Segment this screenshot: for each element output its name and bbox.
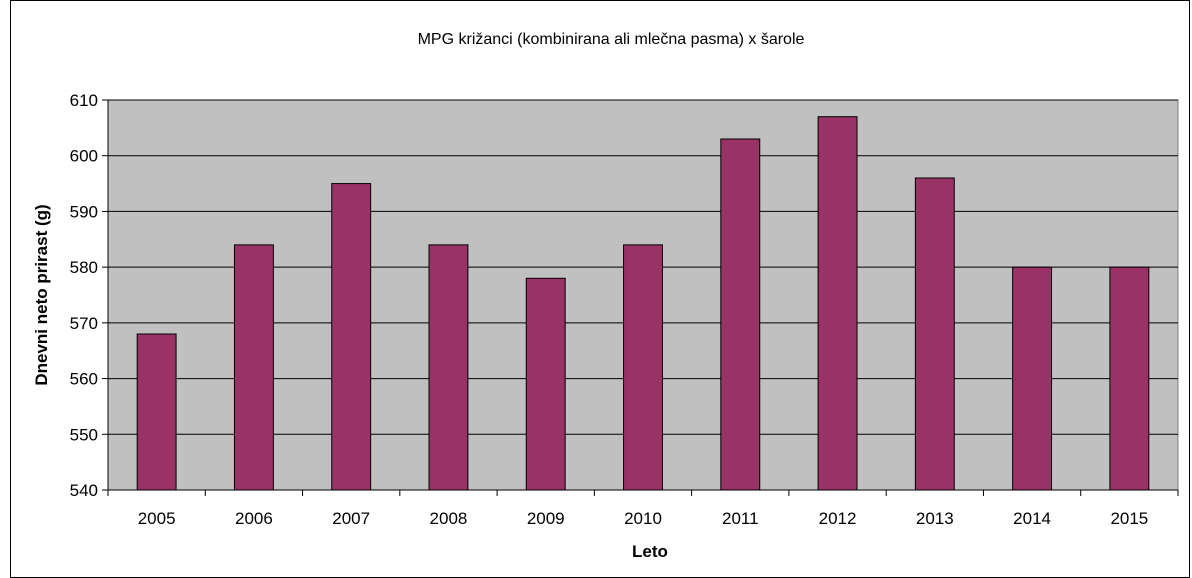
x-tick-label: 2015 xyxy=(1110,509,1148,528)
y-tick-label: 570 xyxy=(70,314,98,333)
x-tick-label: 2008 xyxy=(430,509,468,528)
y-tick-label: 590 xyxy=(70,202,98,221)
x-tick-label: 2006 xyxy=(235,509,273,528)
bar-2009 xyxy=(525,277,566,491)
y-tick-label: 560 xyxy=(70,370,98,389)
y-axis-ticks: 540 550 560 570 580 590 600 610 xyxy=(70,91,108,500)
bar-2005 xyxy=(136,333,177,491)
x-axis-ticks: 2005 2006 2007 2008 2009 2010 2011 2012 2013 2014… xyxy=(107,490,1179,528)
x-tick-label: 2010 xyxy=(624,509,662,528)
bar-2011 xyxy=(720,138,761,491)
bar-2015 xyxy=(1109,266,1150,491)
x-axis-title: Leto xyxy=(632,542,668,561)
chart-title: MPG križanci (kombinirana ali mlečna pas… xyxy=(418,31,805,48)
y-axis-title: Dnevni neto prirast (g) xyxy=(32,204,51,385)
x-tick-label: 2014 xyxy=(1013,509,1051,528)
y-tick-label: 550 xyxy=(70,425,98,444)
x-tick-label: 2012 xyxy=(819,509,857,528)
bar-2006 xyxy=(233,244,274,491)
y-tick-label: 580 xyxy=(70,258,98,277)
y-tick-label: 600 xyxy=(70,147,98,166)
bar-2008 xyxy=(428,244,469,491)
x-tick-label: 2011 xyxy=(722,509,759,528)
bar-2007 xyxy=(331,183,372,491)
bar-2010 xyxy=(623,244,663,491)
y-tick-label: 610 xyxy=(70,91,98,110)
x-tick-label: 2009 xyxy=(527,509,565,528)
bars xyxy=(136,116,1150,491)
x-tick-label: 2005 xyxy=(138,509,176,528)
bar-2012 xyxy=(817,116,858,491)
x-tick-label: 2007 xyxy=(332,509,370,528)
y-tick-label: 540 xyxy=(70,481,98,500)
bar-2013 xyxy=(914,177,955,491)
x-tick-label: 2013 xyxy=(916,509,954,528)
bar-2014 xyxy=(1012,266,1053,491)
